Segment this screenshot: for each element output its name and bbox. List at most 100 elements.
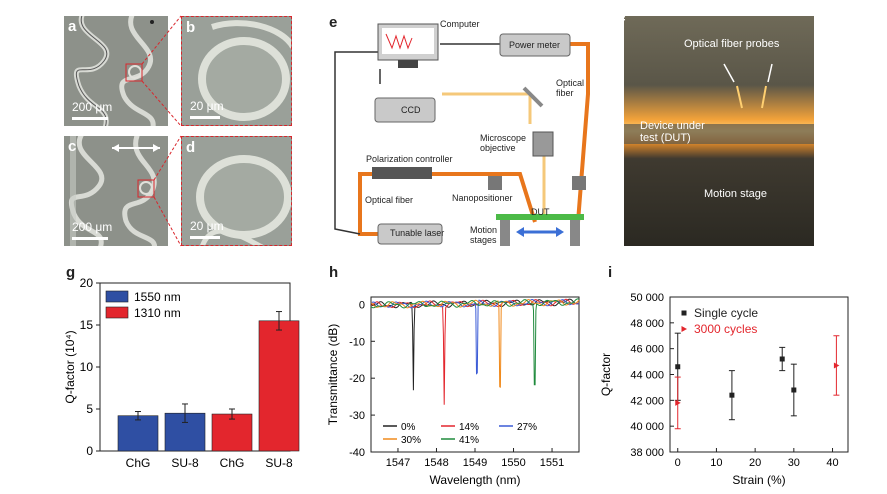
legend-label: 14% [459, 422, 479, 433]
plot-frame [669, 296, 849, 453]
label-motion-stages: Motion stages [470, 225, 498, 245]
x-tick-label: 1551 [540, 457, 564, 469]
label-nanopositioner: Nanopositioner [452, 193, 513, 203]
y-tick-label: 46 000 [630, 344, 664, 356]
y-tick-label: 5 [86, 402, 93, 416]
x-tick-label: 0 [675, 457, 681, 469]
x-tick-label: 1548 [424, 457, 448, 469]
data-point [675, 399, 681, 406]
y-tick-label: 42 000 [630, 395, 664, 407]
panel-label-d: d [186, 139, 196, 156]
chart-g: 0 5 10 15 20 ChG SU-8 ChG SU-8 Q-factor (10⁴) 1550… [63, 276, 300, 470]
legend-label: 1310 nm [134, 306, 181, 320]
scale-bar-b [190, 116, 220, 119]
scale-bar-d [190, 236, 220, 239]
tunable-laser-icon [377, 223, 443, 245]
panel-label-g: g [66, 264, 76, 281]
scale-bar-c [72, 237, 108, 240]
data-point [779, 356, 785, 362]
x-axis-label: Wavelength (nm) [430, 473, 521, 487]
data-point [729, 392, 735, 398]
x-category-label: ChG [220, 456, 245, 470]
setup-schematic [334, 23, 590, 246]
ring-closeup-b [182, 17, 291, 125]
panel-label-h: h [329, 264, 339, 281]
y-tick-label: 10 [80, 360, 94, 374]
panel-label-a: a [68, 18, 77, 35]
legend-label: 30% [401, 435, 421, 446]
y-axis-label: Transmittance (dB) [326, 324, 340, 426]
label-power-meter: Power meter [509, 40, 561, 50]
label-ccd: CCD [401, 105, 421, 115]
legend-swatch [105, 290, 129, 303]
legend-label: Single cycle [694, 306, 758, 320]
chart-i: 38 000 40 000 42 000 44 000 46 000 48 000 50 0… [599, 292, 849, 487]
panel-label-e: e [329, 14, 338, 31]
x-axis-label: Strain (%) [732, 473, 785, 487]
serpentine-resonator-c [64, 136, 168, 246]
label-computer: Computer [440, 19, 480, 29]
micrograph-d: d 20 μm [181, 136, 292, 246]
ring-closeup-d [182, 137, 291, 245]
photo-setup [624, 16, 814, 246]
photo-f: f Optical fiber probes Device under test… [624, 16, 814, 246]
label-microscope: Microscope objective [480, 133, 527, 153]
label-polarization: Polarization controller [366, 154, 453, 164]
y-tick-label: -30 [349, 410, 365, 422]
y-tick-label: 0 [86, 444, 93, 458]
panel-label-b: b [186, 19, 196, 36]
x-tick-label: 10 [710, 457, 722, 469]
label-optical-fiber-left: Optical fiber [365, 195, 414, 205]
y-tick-label: 15 [80, 318, 94, 332]
power-meter-icon [499, 33, 571, 57]
x-tick-label: 20 [749, 457, 761, 469]
microscope-icon [532, 131, 554, 157]
y-tick-label: 0 [359, 299, 365, 311]
ccd-icon [374, 97, 436, 123]
x-category-label: SU-8 [265, 456, 293, 470]
bar [211, 413, 253, 452]
scale-label-d: 20 μm [190, 219, 224, 233]
label-dut: DUT [531, 207, 550, 217]
panel-label-i: i [608, 264, 613, 281]
label-probes: Optical fiber probes [684, 38, 780, 50]
legend-label: 1550 nm [134, 290, 181, 304]
label-tunable-laser: Tunable laser [390, 228, 445, 238]
mirror-icon [522, 86, 544, 108]
spectrum-line [370, 298, 580, 405]
polarization-controller-icon [372, 167, 432, 179]
data-point [833, 362, 840, 369]
x-tick-label: 1550 [501, 457, 525, 469]
x-category-label: ChG [126, 456, 151, 470]
spectrum-line [370, 299, 580, 388]
y-axis-label: Q-factor [599, 353, 613, 396]
y-axis-label: Q-factor (10⁴) [63, 330, 77, 403]
label-optical-fiber-right: Optical fiber [556, 78, 585, 98]
x-tick-label: 40 [826, 457, 838, 469]
bar [117, 415, 159, 452]
label-motion-stage: Motion stage [704, 188, 767, 200]
spectrum-line [370, 298, 580, 375]
panel-label-f: f [624, 16, 625, 31]
legend-marker [681, 326, 687, 332]
micrograph-c: c 200 μm [64, 136, 168, 246]
x-tick-label: 1547 [386, 457, 410, 469]
legend-label: 41% [459, 435, 479, 446]
zoom-connectors [141, 15, 182, 247]
chart-h: 0 -10 -20 -30 -40 1547 1548 1549 1550 1551 0% 14% 27… [326, 296, 580, 487]
legend-label: 3000 cycles [694, 322, 757, 336]
y-tick-label: 20 [80, 276, 94, 290]
y-tick-label: 50 000 [630, 292, 664, 304]
legend-swatch [105, 306, 129, 319]
y-tick-label: -20 [349, 373, 365, 385]
legend-label: 0% [401, 422, 416, 433]
spectrum-line [371, 298, 580, 391]
x-tick-label: 1549 [463, 457, 487, 469]
scale-label-a: 200 μm [72, 100, 113, 114]
computer-icon [377, 23, 439, 68]
y-tick-label: -10 [349, 336, 365, 348]
y-tick-label: 40 000 [630, 421, 664, 433]
legend-marker [681, 310, 687, 316]
y-tick-label: 44 000 [630, 370, 664, 382]
data-point [675, 364, 681, 370]
